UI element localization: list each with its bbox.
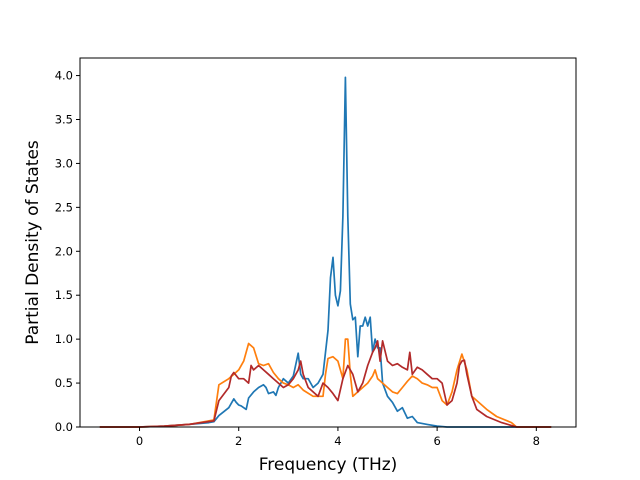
- series-line-3: [99, 340, 552, 428]
- y-tick-label: 0.0: [55, 420, 73, 434]
- y-tick-label: 1.0: [55, 332, 73, 346]
- plot-background: [80, 58, 576, 427]
- y-tick-label: 0.5: [55, 376, 73, 390]
- plot-area: [79, 57, 577, 428]
- x-axis-label: Frequency (THz): [259, 455, 398, 475]
- x-tick-label: 6: [433, 434, 440, 448]
- x-tick-label: 4: [334, 434, 341, 448]
- y-tick-label: 3.0: [55, 156, 73, 170]
- x-axis: 0 2 4 6 8: [136, 427, 540, 448]
- series-line-2: [99, 338, 552, 428]
- y-axis-label: Partial Density of States: [23, 140, 43, 345]
- x-tick-label: 0: [136, 434, 143, 448]
- y-tick-label: 2.5: [55, 200, 73, 214]
- y-tick-label: 2.0: [55, 244, 73, 258]
- y-tick-label: 4.0: [55, 69, 73, 83]
- x-tick-label: 2: [235, 434, 242, 448]
- y-tick-label: 3.5: [55, 113, 73, 127]
- x-tick-label: 8: [533, 434, 540, 448]
- plot-frame: [79, 57, 577, 428]
- series-layer: [99, 76, 552, 428]
- series-line-1: [99, 76, 552, 428]
- y-tick-label: 1.5: [55, 288, 73, 302]
- y-axis: 0.0 0.5 1.0 1.5 2.0 2.5 3.0 3.5 4.0: [55, 69, 80, 434]
